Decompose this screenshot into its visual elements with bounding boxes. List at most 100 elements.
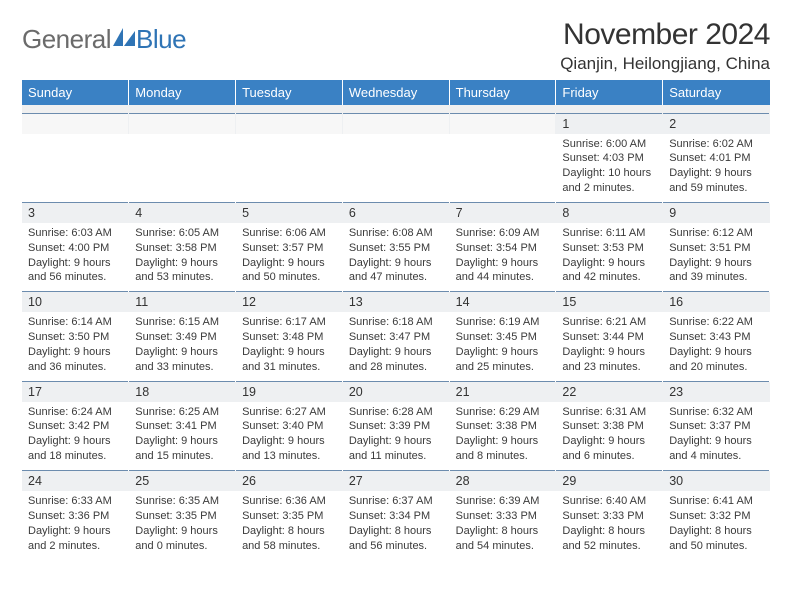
detail-row: Sunrise: 6:14 AMSunset: 3:50 PMDaylight:… bbox=[22, 312, 770, 381]
day-sunset: Sunset: 3:35 PM bbox=[135, 509, 229, 524]
day-header: Tuesday bbox=[236, 80, 343, 105]
day-number-cell: 6 bbox=[342, 202, 449, 223]
day-number-cell: 1 bbox=[556, 113, 663, 134]
day-daylight2: and 20 minutes. bbox=[669, 360, 763, 375]
day-sunrise: Sunrise: 6:33 AM bbox=[28, 494, 122, 509]
day-number: 28 bbox=[456, 474, 470, 488]
day-number-cell: 13 bbox=[342, 292, 449, 313]
day-daylight1: Daylight: 9 hours bbox=[456, 345, 550, 360]
day-daylight1: Daylight: 9 hours bbox=[562, 256, 656, 271]
day-sunrise: Sunrise: 6:37 AM bbox=[349, 494, 443, 509]
day-sunrise: Sunrise: 6:39 AM bbox=[456, 494, 550, 509]
day-sunrise: Sunrise: 6:28 AM bbox=[349, 405, 443, 420]
day-number: 5 bbox=[242, 206, 249, 220]
day-number-cell: 19 bbox=[236, 381, 343, 402]
day-sunrise: Sunrise: 6:02 AM bbox=[669, 137, 763, 152]
day-detail-cell: Sunrise: 6:35 AMSunset: 3:35 PMDaylight:… bbox=[129, 491, 236, 559]
day-detail-cell: Sunrise: 6:37 AMSunset: 3:34 PMDaylight:… bbox=[342, 491, 449, 559]
daynum-row: 24252627282930 bbox=[22, 471, 770, 492]
detail-row: Sunrise: 6:03 AMSunset: 4:00 PMDaylight:… bbox=[22, 223, 770, 292]
day-daylight2: and 50 minutes. bbox=[242, 270, 336, 285]
day-number: 9 bbox=[669, 206, 676, 220]
day-sunset: Sunset: 3:37 PM bbox=[669, 419, 763, 434]
day-number-cell: 5 bbox=[236, 202, 343, 223]
day-header-row: Sunday Monday Tuesday Wednesday Thursday… bbox=[22, 80, 770, 105]
day-daylight1: Daylight: 9 hours bbox=[562, 345, 656, 360]
day-sunset: Sunset: 3:54 PM bbox=[456, 241, 550, 256]
day-detail-cell bbox=[129, 134, 236, 203]
day-daylight2: and 23 minutes. bbox=[562, 360, 656, 375]
day-sunset: Sunset: 3:57 PM bbox=[242, 241, 336, 256]
title-block: November 2024 Qianjin, Heilongjiang, Chi… bbox=[560, 18, 770, 74]
month-title: November 2024 bbox=[560, 18, 770, 52]
day-header: Monday bbox=[129, 80, 236, 105]
day-detail-cell: Sunrise: 6:33 AMSunset: 3:36 PMDaylight:… bbox=[22, 491, 129, 559]
day-sunrise: Sunrise: 6:00 AM bbox=[562, 137, 656, 152]
day-number: 29 bbox=[562, 474, 576, 488]
day-daylight1: Daylight: 9 hours bbox=[669, 166, 763, 181]
day-daylight2: and 47 minutes. bbox=[349, 270, 443, 285]
day-detail-cell: Sunrise: 6:31 AMSunset: 3:38 PMDaylight:… bbox=[556, 402, 663, 471]
day-daylight2: and 18 minutes. bbox=[28, 449, 122, 464]
day-daylight2: and 36 minutes. bbox=[28, 360, 122, 375]
header: General Blue November 2024 Qianjin, Heil… bbox=[22, 18, 770, 74]
detail-row: Sunrise: 6:24 AMSunset: 3:42 PMDaylight:… bbox=[22, 402, 770, 471]
day-number-cell: 18 bbox=[129, 381, 236, 402]
day-number-cell: 2 bbox=[663, 113, 770, 134]
day-sunrise: Sunrise: 6:21 AM bbox=[562, 315, 656, 330]
day-sunset: Sunset: 3:38 PM bbox=[562, 419, 656, 434]
day-number-cell: 4 bbox=[129, 202, 236, 223]
day-number: 19 bbox=[242, 385, 256, 399]
day-daylight1: Daylight: 9 hours bbox=[28, 434, 122, 449]
day-number-cell: 15 bbox=[556, 292, 663, 313]
day-daylight1: Daylight: 8 hours bbox=[349, 524, 443, 539]
detail-row: Sunrise: 6:00 AMSunset: 4:03 PMDaylight:… bbox=[22, 134, 770, 203]
day-sunrise: Sunrise: 6:24 AM bbox=[28, 405, 122, 420]
day-detail-cell: Sunrise: 6:29 AMSunset: 3:38 PMDaylight:… bbox=[449, 402, 556, 471]
day-sunset: Sunset: 3:32 PM bbox=[669, 509, 763, 524]
day-number-cell bbox=[236, 113, 343, 134]
logo: General Blue bbox=[22, 18, 186, 55]
day-sunrise: Sunrise: 6:06 AM bbox=[242, 226, 336, 241]
day-sunrise: Sunrise: 6:31 AM bbox=[562, 405, 656, 420]
day-sunset: Sunset: 4:00 PM bbox=[28, 241, 122, 256]
day-sunset: Sunset: 3:53 PM bbox=[562, 241, 656, 256]
day-daylight2: and 13 minutes. bbox=[242, 449, 336, 464]
day-header: Sunday bbox=[22, 80, 129, 105]
location: Qianjin, Heilongjiang, China bbox=[560, 54, 770, 74]
day-daylight2: and 54 minutes. bbox=[456, 539, 550, 554]
day-number: 1 bbox=[562, 117, 569, 131]
day-daylight1: Daylight: 9 hours bbox=[28, 256, 122, 271]
day-sunset: Sunset: 3:45 PM bbox=[456, 330, 550, 345]
day-detail-cell: Sunrise: 6:06 AMSunset: 3:57 PMDaylight:… bbox=[236, 223, 343, 292]
day-detail-cell: Sunrise: 6:32 AMSunset: 3:37 PMDaylight:… bbox=[663, 402, 770, 471]
day-daylight1: Daylight: 9 hours bbox=[349, 256, 443, 271]
day-daylight1: Daylight: 8 hours bbox=[669, 524, 763, 539]
day-daylight2: and 56 minutes. bbox=[28, 270, 122, 285]
day-sunrise: Sunrise: 6:41 AM bbox=[669, 494, 763, 509]
day-daylight2: and 28 minutes. bbox=[349, 360, 443, 375]
day-detail-cell bbox=[342, 134, 449, 203]
day-number: 7 bbox=[456, 206, 463, 220]
day-sunset: Sunset: 3:42 PM bbox=[28, 419, 122, 434]
day-number: 22 bbox=[562, 385, 576, 399]
day-detail-cell bbox=[449, 134, 556, 203]
day-sunset: Sunset: 3:50 PM bbox=[28, 330, 122, 345]
day-daylight1: Daylight: 9 hours bbox=[456, 256, 550, 271]
day-daylight2: and 44 minutes. bbox=[456, 270, 550, 285]
day-daylight2: and 58 minutes. bbox=[242, 539, 336, 554]
day-number: 15 bbox=[562, 295, 576, 309]
day-number-cell: 27 bbox=[342, 471, 449, 492]
day-daylight1: Daylight: 9 hours bbox=[349, 345, 443, 360]
day-daylight1: Daylight: 8 hours bbox=[456, 524, 550, 539]
day-number-cell: 23 bbox=[663, 381, 770, 402]
day-detail-cell bbox=[22, 134, 129, 203]
day-number: 4 bbox=[135, 206, 142, 220]
logo-text-general: General bbox=[22, 24, 111, 55]
day-sunrise: Sunrise: 6:25 AM bbox=[135, 405, 229, 420]
day-detail-cell bbox=[236, 134, 343, 203]
day-sunset: Sunset: 3:33 PM bbox=[562, 509, 656, 524]
day-daylight1: Daylight: 9 hours bbox=[669, 434, 763, 449]
day-number: 23 bbox=[669, 385, 683, 399]
day-daylight2: and 59 minutes. bbox=[669, 181, 763, 196]
